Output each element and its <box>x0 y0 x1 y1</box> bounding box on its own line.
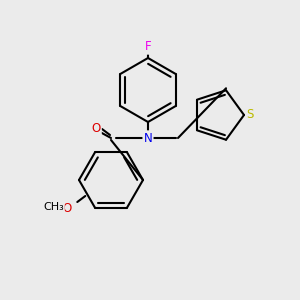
Text: S: S <box>246 109 254 122</box>
Text: N: N <box>144 131 152 145</box>
Text: CH₃: CH₃ <box>43 202 64 212</box>
Text: O: O <box>63 202 72 214</box>
Text: O: O <box>92 122 100 134</box>
Text: F: F <box>145 40 151 53</box>
